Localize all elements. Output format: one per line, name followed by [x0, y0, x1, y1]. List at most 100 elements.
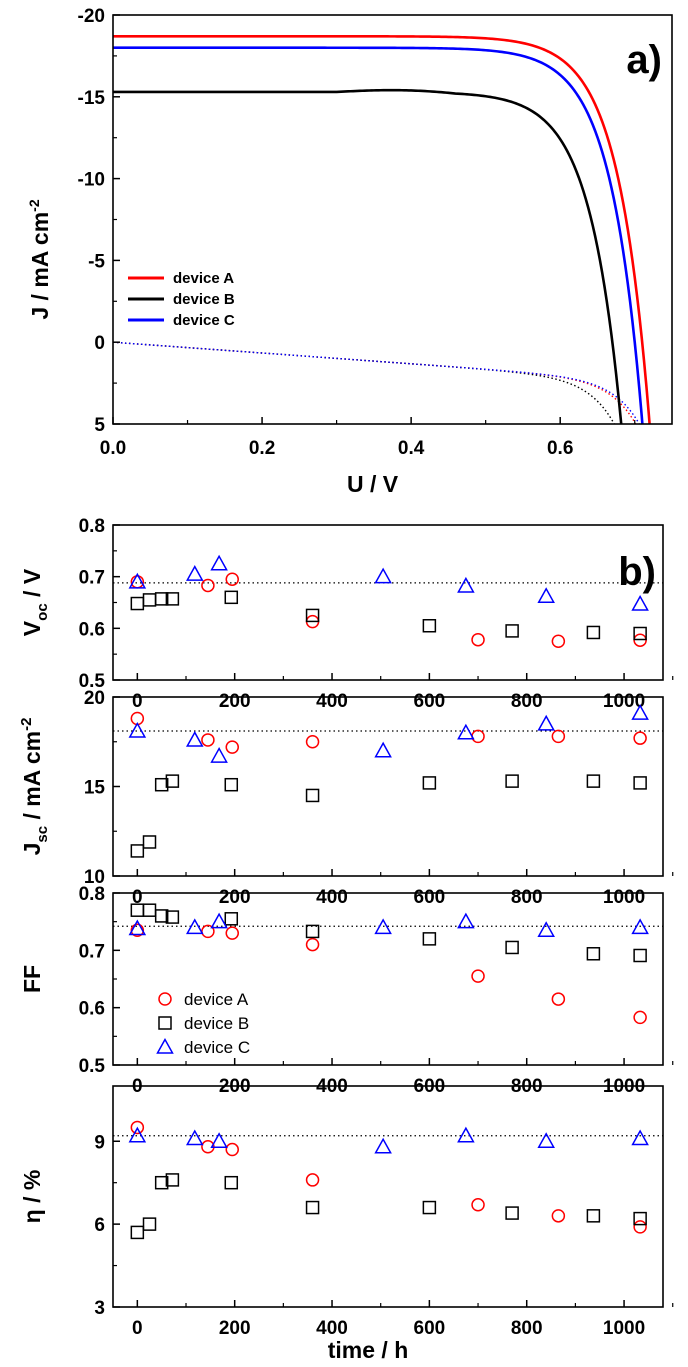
panel-b2-point-device-c — [631, 704, 649, 720]
panel-b2-y-axis-label-sup: -2 — [18, 718, 35, 731]
panel-b3-point-device-b — [165, 910, 180, 924]
legend-label-a-device-a: device A — [173, 270, 234, 287]
panel-b3-point-device-b — [305, 924, 320, 939]
panel-b4-point-device-c — [457, 1126, 475, 1143]
panel-b1-point-device-a — [225, 572, 239, 586]
panel-b4-point-device-b — [142, 1217, 157, 1231]
panel-b3-point-device-c — [631, 918, 649, 935]
panel-b2-xtick-label: 400 — [316, 887, 348, 908]
panel-b2-y-axis-label: Jsc / mA cm-2 — [18, 718, 51, 856]
panel-b3-point-device-b — [505, 940, 519, 955]
panel-b3-point-device-c — [374, 918, 392, 935]
panel-b4-point-device-b — [633, 1211, 647, 1226]
panel-b4-point-device-b — [154, 1175, 169, 1190]
panel-label-b: b) — [618, 550, 656, 594]
panel-b1-y-axis-label: Voc / V — [19, 568, 51, 636]
panel-b1-point-device-b — [130, 596, 145, 611]
panel-b1-y-axis-label-sub: oc — [34, 603, 51, 621]
panel-b4-point-device-b — [586, 1209, 601, 1223]
panel-b1-xtick-label: 200 — [219, 691, 251, 712]
panel-b2-xtick-label: 0 — [132, 887, 143, 908]
panel-b2-point-device-b — [633, 776, 647, 790]
ytick-label-a: -15 — [78, 88, 106, 109]
panel-b2-point-device-a — [551, 729, 566, 744]
panel-b3-point-device-a — [305, 937, 320, 952]
legend-label-b-device-a: device A — [184, 990, 249, 1009]
panel-b2-point-device-b — [154, 777, 169, 792]
panel-b1-point-device-b — [142, 593, 157, 607]
panel-b3-ytick-label: 0.8 — [79, 884, 105, 905]
xtick-label-a: 0.0 — [100, 438, 126, 459]
panel-b2-xtick-label: 200 — [219, 887, 251, 908]
panel-b2-point-device-c — [128, 721, 147, 738]
panel-b4-ytick-label: 3 — [94, 1298, 105, 1319]
panel-b2-y-axis-label-rest: / mA cm — [19, 731, 45, 826]
panel-b1-point-device-b — [422, 619, 437, 633]
panel-b2-point-device-a — [633, 731, 647, 745]
panel-b2-xtick-label: 600 — [414, 887, 446, 908]
ytick-label-a: -5 — [88, 251, 105, 272]
panel-b3-point-device-a — [471, 969, 485, 983]
panel-b2-point-device-b — [505, 774, 519, 788]
x-axis-label-b: time / h — [328, 1337, 409, 1363]
panel-b1-ytick-label: 0.7 — [79, 568, 105, 589]
legend-marker-device-c — [156, 1037, 174, 1054]
legend-label-a-device-b: device B — [173, 291, 235, 308]
panel-b2-ytick-label: 20 — [84, 688, 105, 709]
panel-b3-point-device-b — [224, 912, 239, 926]
legend-marker-device-b — [158, 1016, 172, 1030]
panel-b4-point-device-a — [633, 1220, 647, 1234]
panel-b2-xtick-label: 800 — [511, 887, 543, 908]
panel-b4-point-device-c — [128, 1126, 147, 1143]
panel-b1-point-device-c — [128, 572, 147, 589]
panel-b1-ytick-label: 0.6 — [79, 619, 105, 640]
panel-b3-ytick-label: 0.5 — [79, 1056, 106, 1077]
panel-b4-xtick-label: 800 — [511, 1318, 543, 1339]
panel-b2-point-device-c — [210, 747, 228, 763]
panel-b4-point-device-a — [225, 1142, 239, 1157]
panel-b4-point-device-b — [165, 1173, 180, 1187]
panel-b3-point-device-c — [457, 912, 475, 929]
panel-b2-point-device-c — [185, 730, 204, 747]
panel-b3-point-device-a — [551, 992, 566, 1006]
panel-b1-point-device-c — [374, 567, 392, 584]
panel-b4-point-device-a — [305, 1173, 320, 1187]
panel-b3-ytick-label: 0.6 — [79, 999, 105, 1020]
panel-b2-y-axis-label-main: J — [19, 843, 45, 856]
panel-b1-point-device-b — [586, 625, 601, 640]
panel-b3-point-device-a — [225, 926, 239, 940]
panel-b3-ytick-label: 0.7 — [79, 941, 105, 962]
panel-b4-xtick-label: 400 — [316, 1318, 348, 1339]
panel-b3-point-device-b — [586, 947, 601, 961]
jv-curve-device-b — [113, 88, 623, 424]
panel-b4-point-device-b — [305, 1200, 320, 1215]
panel-b1-xtick-label: 800 — [511, 691, 543, 712]
panel-b2-point-device-b — [422, 776, 437, 790]
panel-b2-point-device-b — [165, 774, 180, 788]
panel-b3-point-device-c — [128, 919, 147, 936]
panel-b2-point-device-b — [586, 774, 601, 788]
panel-b1-frame — [112, 524, 664, 681]
panel-b1-ytick-label: 0.5 — [79, 671, 106, 692]
panel-b4-point-device-c — [537, 1132, 555, 1148]
panel-b4-xtick-label: 0 — [132, 1318, 143, 1339]
ytick-label-a: -20 — [78, 6, 105, 27]
panel-b2-xtick-label: 1000 — [603, 887, 645, 908]
y-axis-label-a: J / mA cm-2 — [26, 199, 53, 319]
panel-b1-ytick-label: 0.8 — [79, 516, 105, 537]
panel-b1-point-device-c — [210, 554, 228, 571]
jv-curve-device-c — [113, 46, 644, 424]
panel-b4-point-device-c — [374, 1137, 392, 1154]
legend-marker-device-a — [158, 992, 172, 1006]
y-axis-label-a-main: J / mA cm — [27, 212, 53, 320]
panel-b1-point-device-b — [305, 608, 320, 623]
panel-b4-point-device-c — [631, 1129, 649, 1146]
panel-b4-point-device-a — [130, 1120, 145, 1135]
panel-b2-frame — [112, 696, 664, 877]
panel-b1-point-device-c — [185, 565, 204, 581]
panel-b4-ytick-label: 6 — [94, 1215, 105, 1236]
panel-label-a: a) — [626, 38, 662, 82]
ytick-label-a: 0 — [94, 333, 105, 354]
panel-b1-y-axis-label-main: V — [19, 620, 45, 636]
panel-b1-point-device-c — [537, 587, 555, 604]
